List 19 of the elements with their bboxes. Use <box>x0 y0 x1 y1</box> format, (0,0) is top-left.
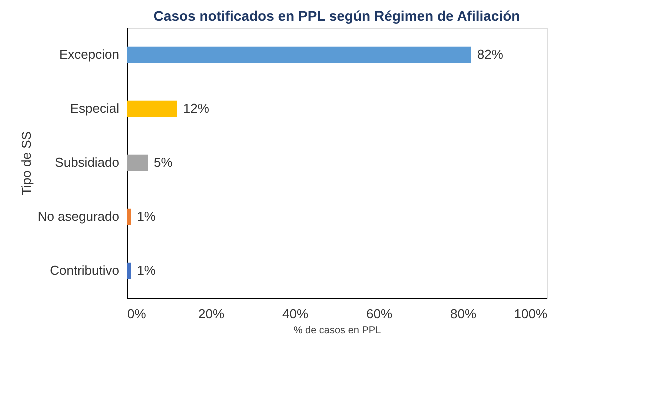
data-label: 5% <box>154 155 174 170</box>
x-tick-label: 40% <box>282 306 309 322</box>
x-tick-label: 0% <box>128 306 147 322</box>
x-axis-title: % de casos en PPL <box>294 326 382 336</box>
data-label: 1% <box>137 263 156 278</box>
y-tick-label: Especial <box>70 101 120 116</box>
y-tick-label: Excepcion <box>60 47 120 62</box>
y-tick-label: Subsidiado <box>55 155 120 170</box>
x-tick-label: 60% <box>366 306 393 322</box>
x-tick-label: 20% <box>198 306 225 322</box>
chart-title: Casos notificados en PPL según Régimen de Afiliación <box>154 8 520 24</box>
y-tick-label: Contributivo <box>50 263 120 278</box>
x-tick-label: 100% <box>514 306 548 322</box>
data-label: 12% <box>183 101 210 116</box>
y-axis-title: Tipo de SS <box>18 131 34 196</box>
y-tick-label: No asegurado <box>38 209 120 224</box>
data-label: 82% <box>477 47 504 62</box>
data-label: 1% <box>137 209 156 224</box>
x-tick-label: 80% <box>450 306 477 322</box>
